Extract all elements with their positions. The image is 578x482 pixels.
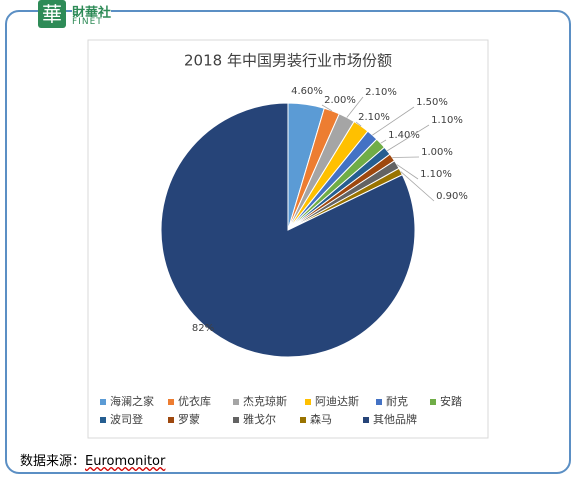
data-label: 1.50% [416, 97, 448, 108]
source-name: Euromonitor [85, 454, 166, 469]
logo-brand: FINET [72, 17, 103, 27]
data-label: 1.40% [388, 130, 420, 141]
data-label: 1.00% [421, 147, 453, 158]
logo-icon: 華 [38, 0, 66, 28]
legend-swatch [100, 399, 106, 405]
data-label: 2.10% [365, 87, 397, 98]
legend-label: 森马 [310, 412, 332, 426]
data-label: 4.60% [291, 86, 323, 97]
data-label: 0.90% [436, 191, 468, 202]
leader-line [372, 106, 415, 136]
source-label: 数据来源： [20, 454, 86, 469]
leader-line [355, 121, 362, 127]
data-label: 1.10% [431, 115, 463, 126]
legend-swatch [233, 399, 239, 405]
leader-line [392, 156, 420, 158]
leader-line [321, 104, 333, 112]
legend-swatch [363, 417, 369, 423]
legend-label: 安踏 [440, 394, 462, 408]
data-label: 2.10% [358, 112, 390, 123]
legend-label: 罗蒙 [178, 413, 200, 426]
data-label: 1.10% [420, 169, 452, 180]
legend-label: 海澜之家 [110, 394, 154, 408]
legend-swatch [300, 417, 306, 423]
legend-swatch [233, 417, 239, 423]
legend-label: 阿迪达斯 [315, 395, 359, 408]
legend-swatch [168, 417, 174, 423]
data-label: 82% [192, 323, 214, 334]
legend-label: 其他品牌 [373, 412, 417, 426]
legend-label: 波司登 [110, 412, 143, 426]
leader-line [387, 124, 430, 152]
frame [5, 10, 571, 474]
chart-title: 2018 年中国男装行业市场份额 [184, 52, 392, 70]
legend-label: 杰克琼斯 [243, 394, 287, 408]
source: 数据来源：Euromonitor [20, 450, 165, 469]
legend-swatch [100, 417, 106, 423]
pie-slice [160, 102, 416, 358]
legend-swatch [305, 399, 311, 405]
legend-label: 耐克 [386, 395, 408, 408]
data-label: 2.00% [324, 95, 356, 106]
legend-swatch [168, 399, 174, 405]
legend-label: 雅戈尔 [243, 412, 276, 426]
leader-line [346, 96, 364, 118]
leader-line [400, 171, 435, 202]
leader-line [380, 139, 387, 144]
leader-line [396, 164, 419, 180]
legend-label: 优衣库 [178, 394, 211, 408]
legend-swatch [376, 399, 382, 405]
legend-swatch [430, 399, 436, 405]
